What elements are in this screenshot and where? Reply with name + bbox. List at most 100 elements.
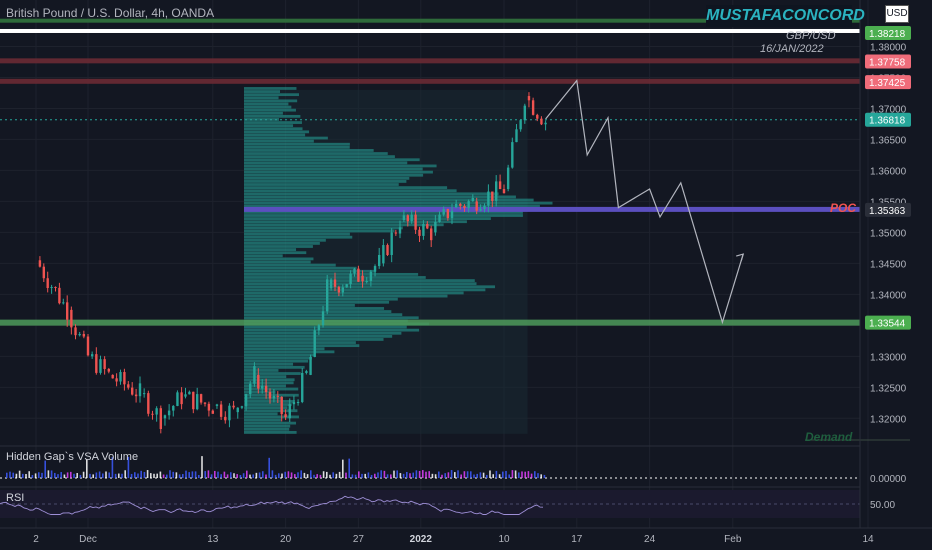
price-tick-label: 1.33000 [870, 352, 907, 363]
volume-bar [95, 472, 98, 478]
profile-bar [244, 328, 420, 332]
profile-bar [244, 260, 311, 264]
price-tick-label: 1.37000 [870, 104, 907, 115]
profile-bar [244, 220, 467, 224]
price-tick-label: 1.38000 [870, 42, 907, 53]
volume-bar [294, 474, 296, 478]
candle-body [292, 402, 296, 405]
profile-bar [244, 214, 523, 217]
volume-bar [169, 470, 171, 478]
volume-bar [258, 472, 261, 478]
volume-bar [9, 471, 11, 478]
volume-bar [271, 470, 274, 478]
volume-bar [361, 473, 363, 478]
volume-bar [230, 472, 232, 478]
volume-bar [342, 459, 344, 478]
candle-body [523, 105, 526, 121]
volume-bar [246, 470, 248, 478]
profile-bar [244, 102, 289, 106]
candle-body [361, 275, 364, 282]
candle-body [373, 266, 377, 272]
volume-bar [364, 473, 366, 478]
rsi-panel [0, 486, 932, 529]
profile-bar [244, 142, 350, 146]
profile-bar [244, 149, 374, 152]
volume-bar [188, 472, 190, 478]
volume-bar [242, 473, 245, 478]
candle-body [418, 229, 421, 236]
candle-body [78, 334, 81, 336]
volume-bar [172, 471, 174, 478]
volume-bar [18, 470, 21, 478]
candle-body [147, 393, 150, 414]
volume-bar [79, 474, 82, 478]
candle-body [188, 391, 191, 395]
profile-bar [244, 282, 477, 286]
volume-bar [441, 474, 443, 478]
price-tick-label: 1.32000 [870, 414, 907, 425]
candle-body [244, 394, 248, 407]
price-tick-label: 1.34000 [870, 290, 907, 301]
volume-bar [466, 471, 469, 478]
profile-bar [244, 393, 299, 397]
volume-bar [111, 457, 114, 478]
candle-body [119, 372, 122, 382]
candle-body [240, 406, 244, 408]
profile-bar [244, 381, 294, 385]
volume-bar [402, 473, 405, 478]
symbol-title[interactable]: British Pound / U.S. Dollar, 4h, OANDA [6, 6, 215, 20]
candle-body [463, 205, 466, 209]
volume-bar [374, 473, 376, 478]
profile-bar [244, 390, 276, 394]
profile-bar [244, 294, 448, 298]
candles [38, 92, 547, 434]
candle-body [103, 359, 106, 369]
rsi-indicator-label[interactable]: RSI [6, 492, 25, 504]
volume-bar [386, 474, 389, 478]
volume-bar [124, 470, 126, 478]
profile-bar [244, 130, 310, 134]
profile-bar [244, 170, 433, 174]
volume-bar [92, 474, 94, 478]
price-level-label: 1.38218 [869, 29, 906, 40]
volume-bar [306, 474, 309, 478]
volume-bar [399, 473, 402, 478]
volume-bar [137, 473, 139, 478]
volume-indicator-label[interactable]: Hidden Gap`s VSA Volume [6, 451, 139, 463]
volume-bar [527, 471, 530, 478]
profile-bar [244, 155, 395, 159]
profile-bar [244, 300, 390, 304]
price-tick-label: 1.36000 [870, 166, 907, 177]
profile-bar [244, 424, 291, 428]
volume-bar [447, 472, 450, 478]
volume-bar [390, 474, 392, 478]
candle-body [353, 268, 356, 274]
projection-arrowhead [736, 253, 745, 262]
candle-body [268, 392, 272, 399]
volume-bar [114, 473, 117, 478]
volume-bar [140, 470, 142, 478]
volume-bar [345, 472, 347, 478]
candle-body [90, 354, 94, 357]
resistance-band-2 [0, 78, 860, 84]
candle-body [199, 394, 203, 403]
candle-body [426, 224, 429, 229]
candle-body [131, 387, 134, 395]
volume-bar [524, 471, 526, 478]
candle-body [236, 407, 239, 413]
profile-bar [244, 201, 553, 205]
profile-bar [244, 378, 295, 382]
candle-body [180, 392, 183, 405]
price-level-tag [865, 25, 911, 40]
volume-bar [252, 474, 254, 478]
candle-body [107, 368, 110, 372]
volume-bar [57, 474, 59, 478]
currency-badge[interactable]: USD [885, 5, 909, 23]
profile-bar [244, 334, 393, 338]
volume-bar [377, 472, 379, 478]
candle-body [284, 414, 287, 418]
volume-bar [450, 470, 453, 478]
profile-bar [244, 183, 399, 186]
profile-bar [244, 99, 298, 103]
